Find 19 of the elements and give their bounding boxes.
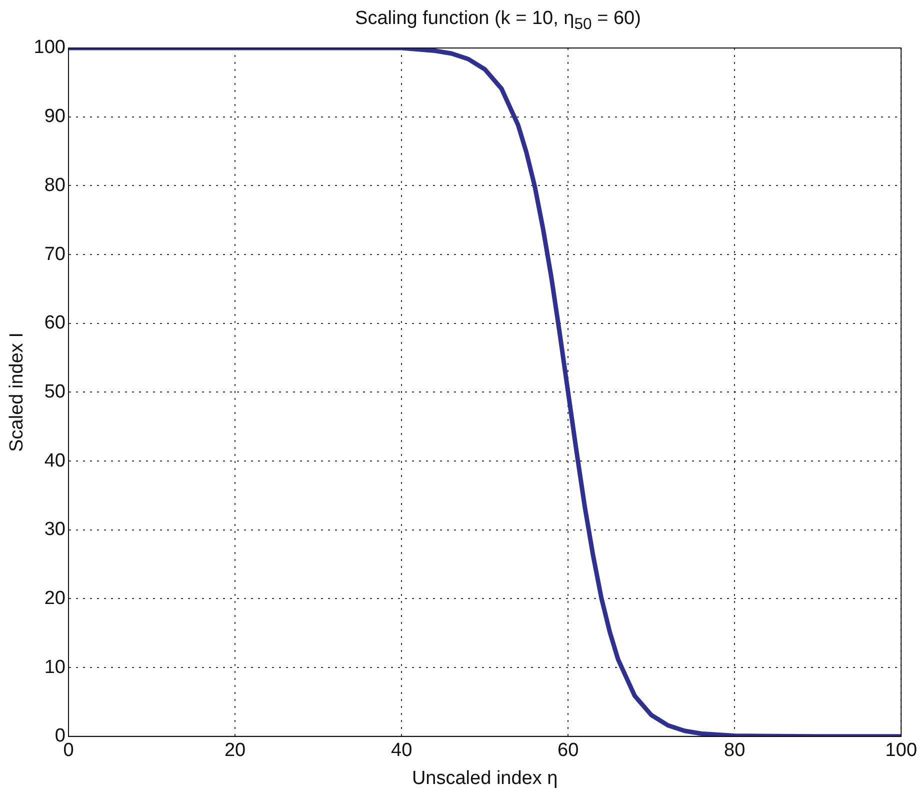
x-tick-label: 60 (558, 740, 579, 762)
y-tick-label: 80 (44, 174, 66, 196)
chart-title: Scaling function (k = 10, η$_{50}$ = 60) (354, 8, 642, 34)
y-tick-label: 0 (54, 726, 66, 747)
y-tick-label: 70 (44, 244, 66, 265)
y-tick-label: 90 (44, 106, 66, 128)
x-tick-label: 100 (885, 740, 917, 762)
y-tick-label: 10 (44, 656, 66, 678)
x-tick-label: 20 (224, 740, 246, 762)
x-axis-title: Unscaled index η (412, 768, 558, 789)
y-tick-label: 50 (44, 381, 66, 402)
y-tick-label: 30 (44, 519, 66, 540)
x-tick-label: 80 (724, 740, 746, 762)
y-tick-label: 60 (44, 312, 66, 334)
y-tick-label: 20 (44, 588, 66, 609)
x-tick-label: 40 (390, 740, 412, 762)
y-tick-label: 40 (44, 450, 66, 472)
y-tick-label: 100 (34, 37, 66, 58)
y-axis-title: Scaled index I (6, 332, 28, 452)
